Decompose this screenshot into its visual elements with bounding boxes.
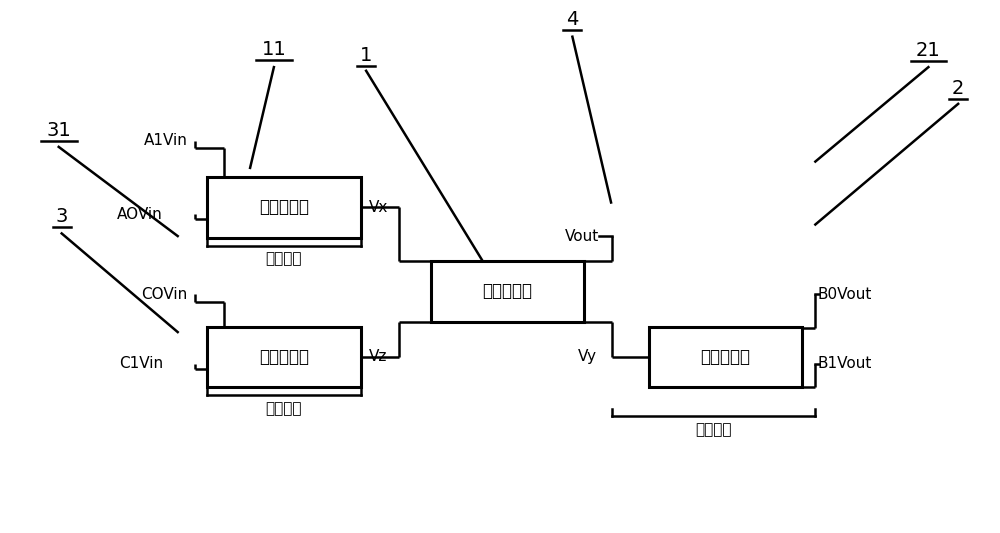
Bar xyxy=(431,261,584,321)
Text: 3: 3 xyxy=(55,207,68,226)
Text: Vz: Vz xyxy=(369,349,387,364)
Text: Vx: Vx xyxy=(369,200,388,215)
Text: 第四电荷泵: 第四电荷泵 xyxy=(259,348,309,366)
Text: 31: 31 xyxy=(46,120,71,140)
Text: 第二电荷泵: 第二电荷泵 xyxy=(701,348,751,366)
Text: B1Vout: B1Vout xyxy=(817,356,872,371)
Text: 4: 4 xyxy=(566,10,579,29)
Bar xyxy=(649,327,802,387)
Text: 第二链路: 第二链路 xyxy=(695,422,731,437)
Text: 11: 11 xyxy=(262,41,286,59)
Text: 第一链路: 第一链路 xyxy=(266,251,302,266)
Text: AOVin: AOVin xyxy=(117,206,163,222)
Text: 第三链路: 第三链路 xyxy=(266,401,302,416)
Text: Vout: Vout xyxy=(565,229,599,244)
Text: A1Vin: A1Vin xyxy=(144,133,188,148)
Text: Vy: Vy xyxy=(578,349,597,364)
Text: 第一电荷泵: 第一电荷泵 xyxy=(259,198,309,216)
Text: 2: 2 xyxy=(952,78,964,98)
Text: 21: 21 xyxy=(916,41,941,60)
Text: C1Vin: C1Vin xyxy=(119,356,163,371)
Bar xyxy=(207,177,361,238)
Text: B0Vout: B0Vout xyxy=(817,287,872,302)
Text: 第三电荷泵: 第三电荷泵 xyxy=(482,282,532,301)
Bar xyxy=(207,327,361,387)
Text: 1: 1 xyxy=(360,45,372,64)
Text: COVin: COVin xyxy=(141,287,188,302)
